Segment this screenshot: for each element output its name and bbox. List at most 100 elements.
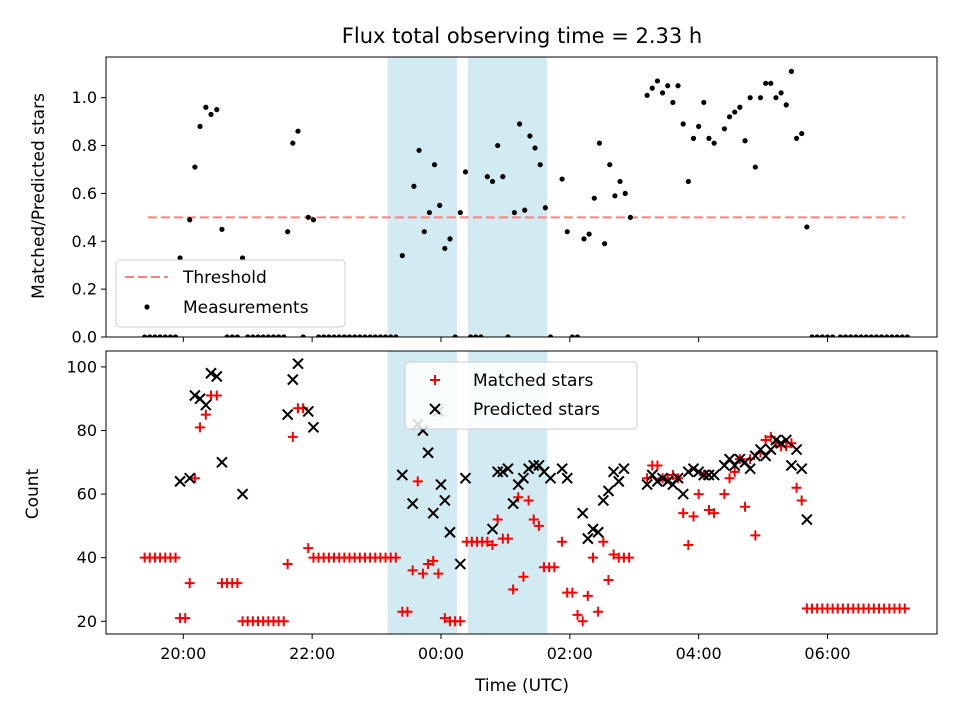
measurement-point — [690, 135, 697, 141]
measurement-point — [484, 174, 490, 180]
measurement-point — [788, 68, 795, 74]
predicted-stars-point — [200, 399, 212, 411]
measurement-point — [848, 334, 854, 337]
bottom-y-axis-label: Count — [23, 468, 43, 519]
measurement-point — [331, 334, 337, 337]
bottom-legend: Matched stars Predicted stars — [404, 361, 638, 430]
matched-stars-point — [593, 606, 604, 617]
measurement-point — [799, 130, 805, 137]
predicted-stars-point — [780, 434, 792, 446]
measurement-point — [473, 334, 479, 337]
measurement-point — [442, 245, 448, 252]
predicted-stars-point — [692, 466, 705, 478]
predicted-stars-point — [435, 478, 447, 491]
measurement-point — [819, 334, 825, 337]
measurement-point — [889, 334, 895, 337]
x-tick-label: 02:00 — [547, 644, 593, 663]
predicted-stars-point — [307, 421, 320, 434]
measurement-point — [468, 334, 474, 337]
measurement-point — [495, 142, 501, 149]
matched-stars-point — [184, 578, 195, 589]
matched-stars-point — [180, 613, 191, 624]
measurement-point — [234, 334, 241, 337]
predicted-stars-point — [544, 472, 557, 484]
predicted-stars-point — [607, 466, 620, 478]
measurement-point — [685, 178, 691, 185]
measurement-point — [586, 231, 592, 237]
matched-stars-point — [899, 603, 910, 614]
measurement-point — [224, 334, 230, 337]
matched-stars-point — [433, 568, 444, 579]
measurement-point — [431, 162, 438, 168]
measurement-point — [346, 334, 353, 337]
measurement-point — [591, 195, 597, 201]
measurement-point — [214, 107, 220, 113]
measurement-point — [447, 236, 453, 242]
matched-stars-point — [688, 511, 699, 522]
matched-stars-point — [487, 539, 498, 550]
predicted-stars-point — [502, 462, 514, 475]
predicted-stars-point — [439, 494, 451, 507]
measurement-point — [270, 334, 277, 337]
matched-stars-point — [390, 552, 401, 563]
predicted-stars-point — [302, 405, 314, 418]
predicted-stars-point — [444, 526, 456, 538]
measurement-point — [612, 193, 618, 199]
measurement-point — [675, 83, 681, 89]
measurement-point — [305, 214, 311, 220]
measurement-point — [172, 334, 179, 337]
predicted-stars-point — [216, 456, 228, 468]
matched-stars-point — [577, 616, 588, 627]
measurement-point — [757, 95, 764, 101]
legend-box — [115, 259, 346, 328]
measurement-point — [778, 90, 784, 96]
predicted-stars-point — [491, 466, 504, 478]
measurement-point — [250, 334, 256, 337]
predicted-stars-point — [677, 488, 689, 500]
bottom-y-tick-label: 60 — [77, 485, 97, 504]
predicted-stars-point — [396, 469, 409, 481]
measurement-point — [742, 138, 748, 144]
measurement-point — [162, 334, 168, 337]
matched-stars-point — [282, 559, 293, 570]
x-axis-label: Time (UTC) — [474, 676, 569, 696]
predicted-stars-point — [687, 462, 700, 475]
matched-stars-point — [572, 609, 583, 620]
measurement-point — [773, 95, 779, 101]
matched-stars-point — [200, 409, 211, 420]
measurement-point — [310, 217, 317, 223]
measurement-point — [377, 334, 384, 337]
x-tick-label: 22:00 — [289, 644, 335, 663]
predicted-stars-point — [522, 462, 535, 475]
predicted-stars-point — [662, 475, 674, 488]
predicted-stars-point — [561, 472, 573, 484]
predicted-stars-point — [682, 466, 695, 478]
measurement-point — [452, 334, 458, 337]
measurement-point — [899, 334, 905, 337]
measurement-point — [559, 176, 565, 182]
measurement-point — [177, 255, 183, 261]
matched-stars-point — [582, 590, 593, 601]
measurement-point — [904, 334, 910, 337]
top-plot-area — [142, 57, 910, 337]
matched-stars-point — [683, 539, 694, 550]
top-panel: 0.0 0.2 0.4 0.6 0.8 1.0 Threshold Measurements — [72, 56, 938, 347]
predicted-stars-point — [205, 367, 217, 379]
matched-stars-point — [523, 495, 534, 506]
legend-predicted-swatch — [429, 403, 441, 415]
measurement-point — [281, 334, 287, 337]
measurement-point — [837, 334, 843, 337]
matched-stars-point — [412, 476, 423, 487]
matched-stars-point — [796, 495, 807, 506]
measurement-point — [167, 334, 174, 337]
measurement-point — [706, 135, 712, 141]
measurement-point — [879, 334, 885, 337]
predicted-stars-point — [507, 497, 519, 510]
measurement-point — [830, 334, 836, 337]
predicted-stars-point — [174, 475, 186, 488]
measurement-point — [336, 334, 342, 337]
matched-stars-point — [211, 390, 222, 401]
measurement-point — [564, 229, 570, 235]
measurement-point — [197, 123, 203, 130]
matched-stars-point — [189, 473, 200, 484]
